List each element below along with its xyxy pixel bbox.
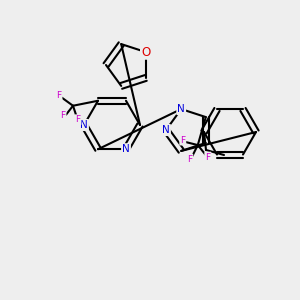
Text: O: O: [141, 46, 150, 59]
Text: F: F: [205, 153, 210, 162]
Text: N: N: [162, 125, 170, 135]
Text: F: F: [75, 115, 81, 124]
Text: F: F: [180, 136, 185, 145]
Text: N: N: [122, 144, 130, 154]
Text: F: F: [56, 91, 61, 100]
Text: N: N: [177, 104, 185, 114]
Text: F: F: [187, 154, 192, 164]
Text: F: F: [60, 111, 66, 120]
Text: N: N: [80, 120, 88, 130]
